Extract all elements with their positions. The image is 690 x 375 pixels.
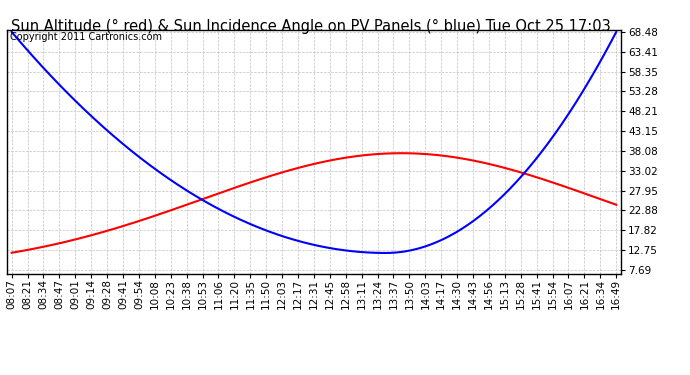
Text: Copyright 2011 Cartronics.com: Copyright 2011 Cartronics.com — [10, 33, 162, 42]
Text: Sun Altitude (° red) & Sun Incidence Angle on PV Panels (° blue) Tue Oct 25 17:0: Sun Altitude (° red) & Sun Incidence Ang… — [10, 19, 611, 34]
